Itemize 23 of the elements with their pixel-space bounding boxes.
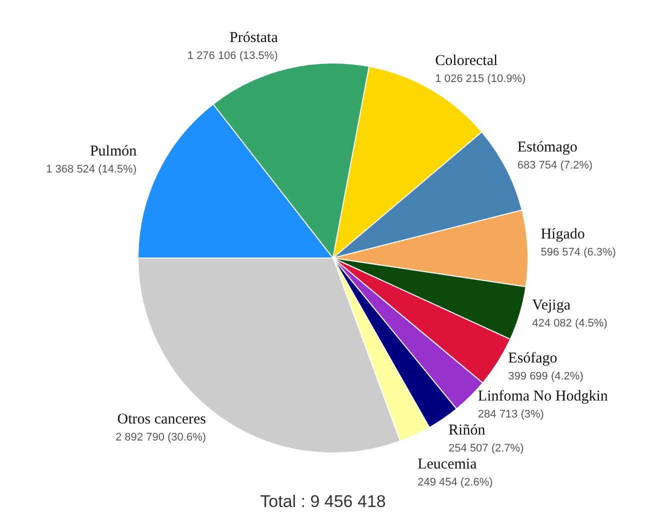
slice-label: Riñón bbox=[448, 422, 486, 438]
data-label: 424 082 (4.5%) bbox=[532, 318, 608, 330]
slice-label: Próstata bbox=[230, 30, 278, 46]
text: Total : 9 456 418 bbox=[259, 492, 387, 512]
data-label: 1 368 524 (14.5%) bbox=[46, 163, 137, 176]
data-label: 249 454 (2.6%) bbox=[418, 476, 493, 488]
slice-label: Pulmón bbox=[90, 143, 138, 160]
data-label: 683 754 (7.2%) bbox=[517, 160, 593, 172]
slice-label: Estómago bbox=[517, 140, 578, 156]
slice-label: Leucemia bbox=[418, 456, 478, 472]
slice-label: Colorectal bbox=[435, 52, 498, 69]
slice-label: Linfoma No Hodgkin bbox=[478, 388, 608, 404]
data-label: 254 507 (2.7%) bbox=[448, 442, 524, 454]
slice-label: Otros canceres bbox=[117, 412, 206, 428]
slice-label: Vejiga bbox=[532, 298, 571, 314]
data-label: 596 574 (6.3%) bbox=[540, 246, 616, 258]
slice-label: Esófago bbox=[508, 350, 558, 367]
data-label: 284 713 (3%) bbox=[478, 408, 544, 420]
data-label: 1 276 106 (13.5%) bbox=[187, 50, 278, 62]
data-label: 2 892 790 (30.6%) bbox=[116, 432, 206, 444]
data-label: 1 026 215 (10.9%) bbox=[435, 72, 526, 85]
slice-label: Hígado bbox=[540, 226, 585, 242]
data-label: 399 699 (4.2%) bbox=[508, 370, 584, 383]
